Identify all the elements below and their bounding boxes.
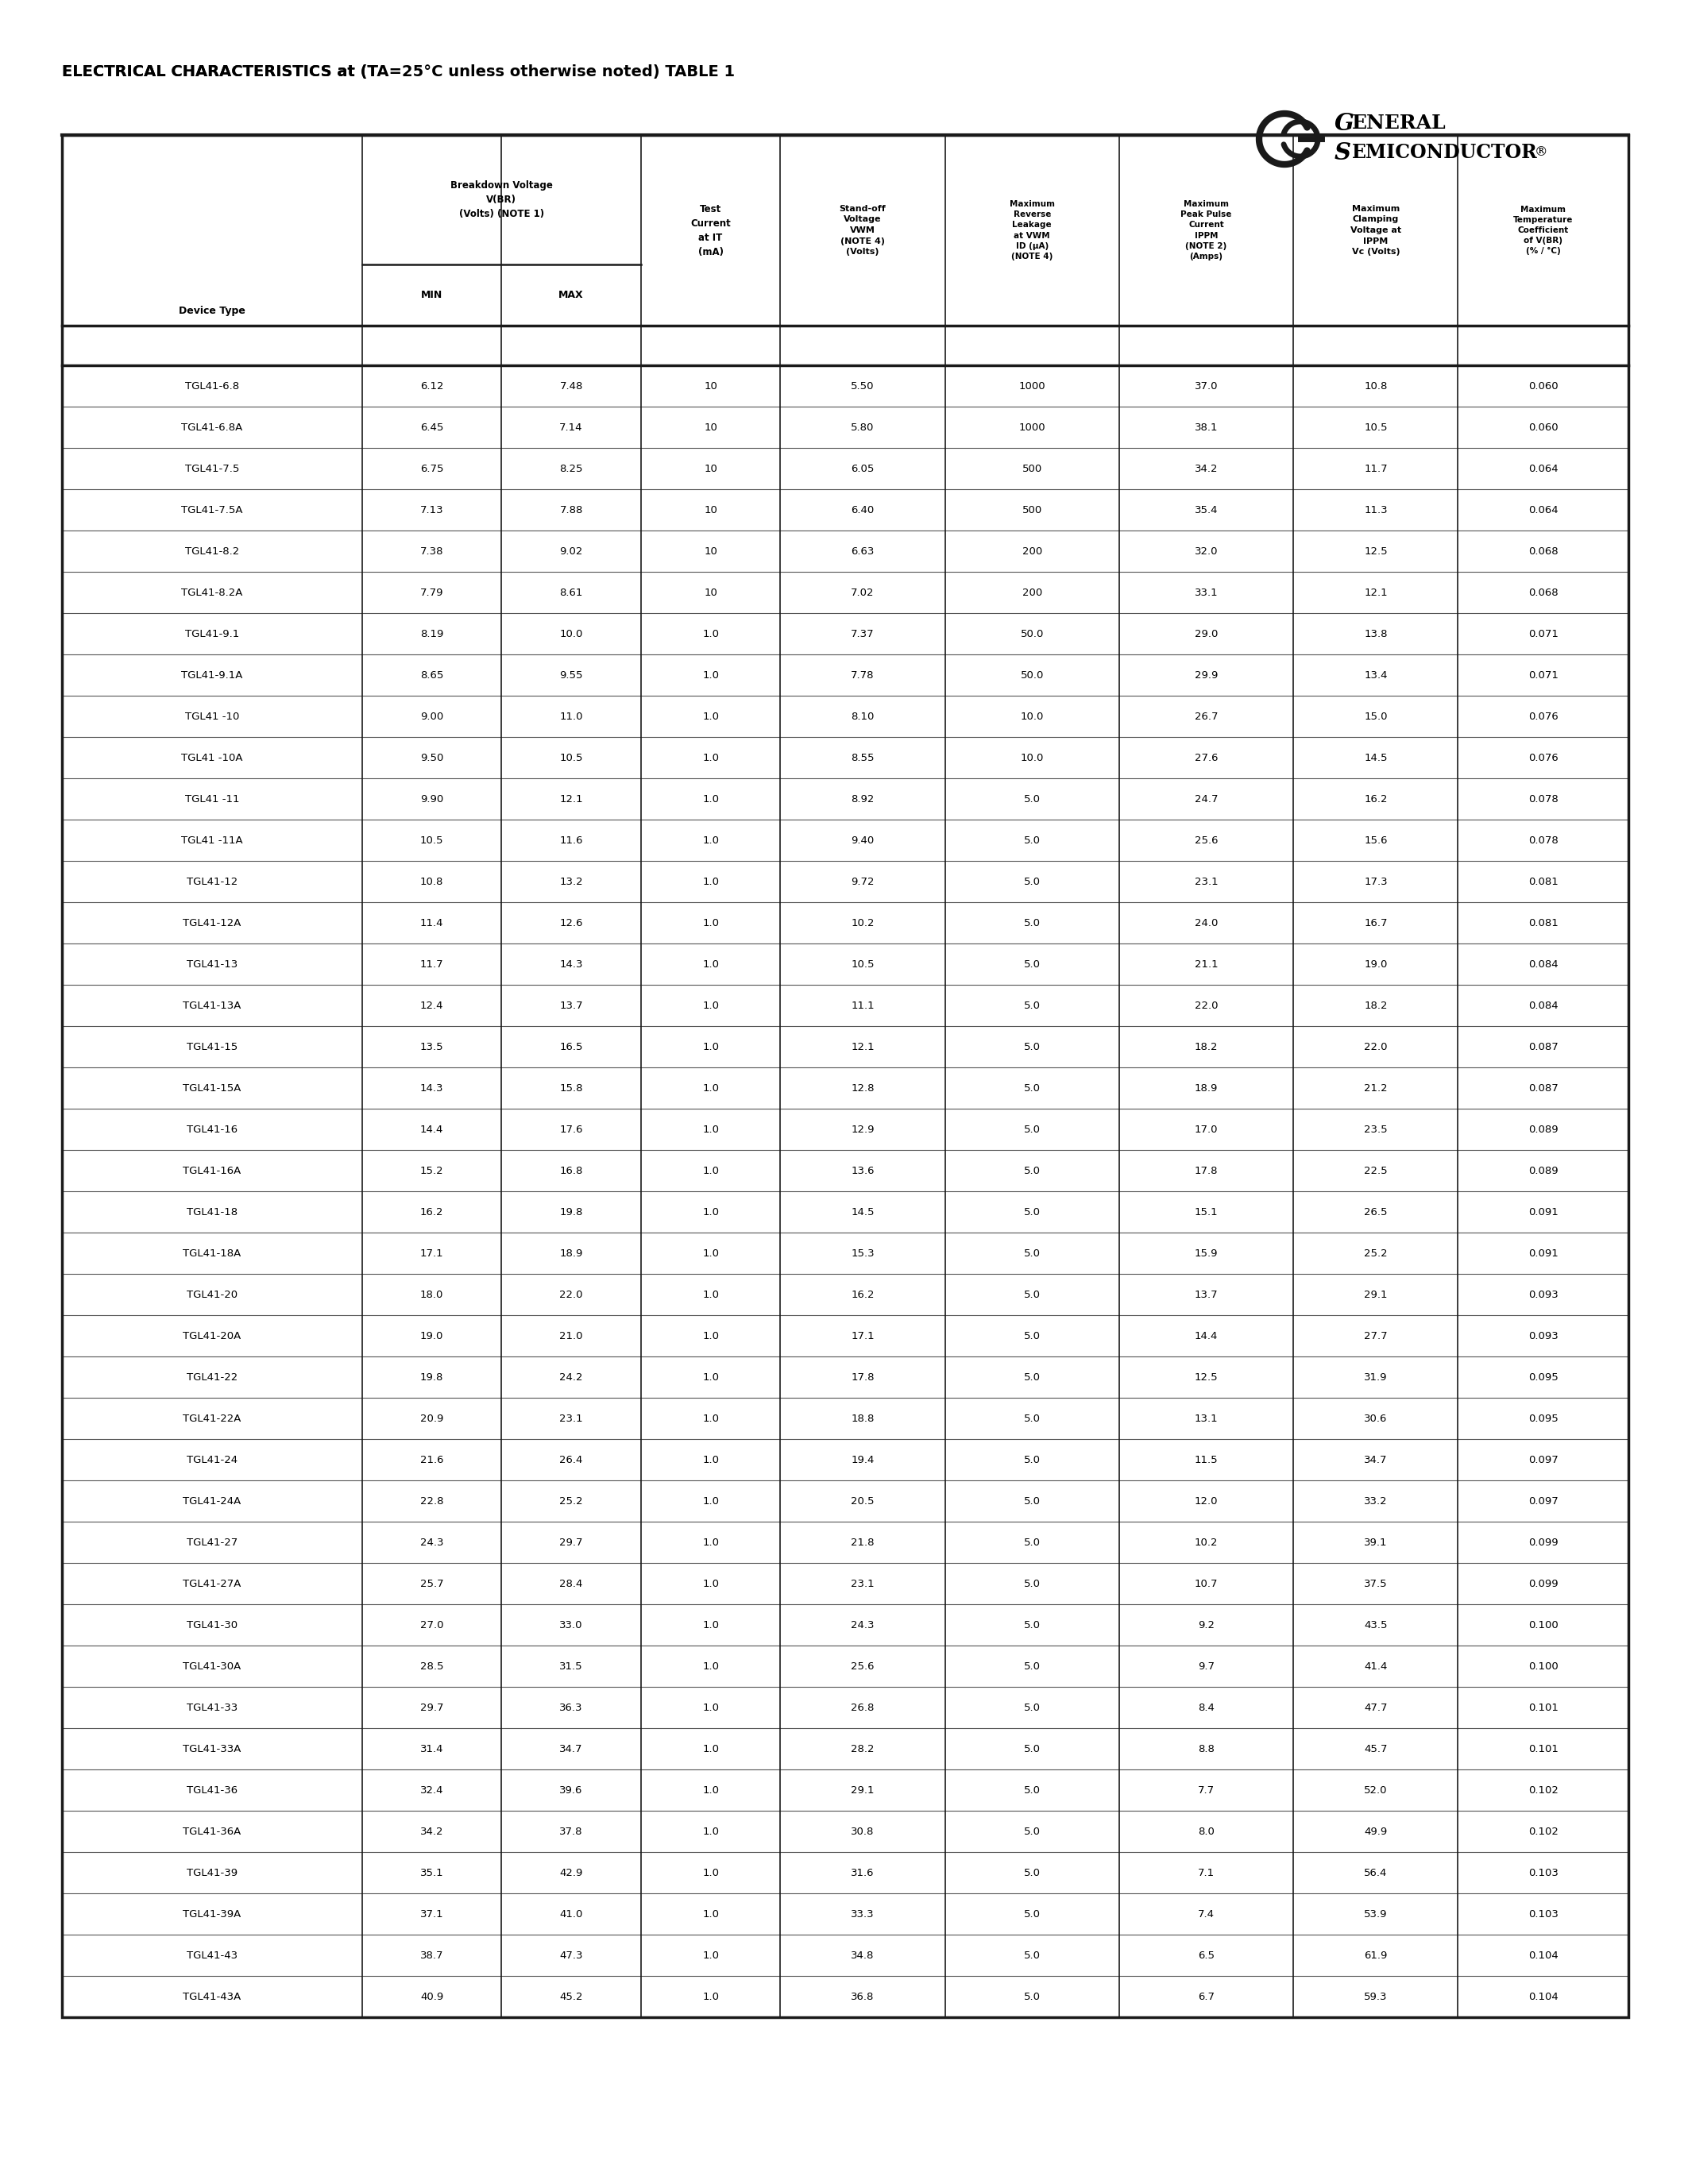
Text: TGL41-39: TGL41-39 [187, 1867, 238, 1878]
Text: 22.8: 22.8 [420, 1496, 444, 1507]
Text: 6.5: 6.5 [1198, 1950, 1215, 1961]
Text: 27.6: 27.6 [1195, 753, 1219, 762]
Text: 16.2: 16.2 [851, 1289, 874, 1299]
Text: 26.7: 26.7 [1195, 712, 1219, 721]
Text: 10: 10 [704, 587, 717, 598]
Text: 23.1: 23.1 [851, 1579, 874, 1588]
Text: 12.5: 12.5 [1195, 1372, 1219, 1382]
Text: 10.0: 10.0 [1020, 712, 1043, 721]
Text: 0.102: 0.102 [1528, 1784, 1558, 1795]
Text: 11.7: 11.7 [420, 959, 444, 970]
Text: 49.9: 49.9 [1364, 1826, 1388, 1837]
Text: TGL41-27: TGL41-27 [186, 1538, 238, 1548]
Text: TGL41-39A: TGL41-39A [182, 1909, 241, 1920]
Text: 59.3: 59.3 [1364, 1992, 1388, 2003]
Text: 31.4: 31.4 [420, 1743, 444, 1754]
Text: TGL41-7.5: TGL41-7.5 [186, 463, 240, 474]
Text: TGL41-16A: TGL41-16A [182, 1166, 241, 1175]
Text: 1.0: 1.0 [702, 793, 719, 804]
Text: 1.0: 1.0 [702, 1867, 719, 1878]
Text: 12.0: 12.0 [1195, 1496, 1219, 1507]
Text: 8.61: 8.61 [559, 587, 582, 598]
Text: 14.4: 14.4 [1195, 1330, 1219, 1341]
Text: 21.2: 21.2 [1364, 1083, 1388, 1094]
Text: 10: 10 [704, 463, 717, 474]
Text: 41.4: 41.4 [1364, 1662, 1388, 1671]
Text: MIN: MIN [420, 290, 442, 299]
Text: Maximum
Clamping
Voltage at
IPPM
Vc (Volts): Maximum Clamping Voltage at IPPM Vc (Vol… [1350, 205, 1401, 256]
Text: 13.7: 13.7 [1195, 1289, 1219, 1299]
Text: TGL41-18A: TGL41-18A [182, 1247, 241, 1258]
Text: TGL41 -10: TGL41 -10 [186, 712, 240, 721]
Text: 25.2: 25.2 [1364, 1247, 1388, 1258]
Text: 5.80: 5.80 [851, 422, 874, 432]
Text: 5.0: 5.0 [1023, 793, 1040, 804]
Text: TGL41-12A: TGL41-12A [182, 917, 241, 928]
Text: 0.100: 0.100 [1528, 1662, 1558, 1671]
Text: 5.0: 5.0 [1023, 1909, 1040, 1920]
Text: 5.0: 5.0 [1023, 1083, 1040, 1094]
Text: 26.5: 26.5 [1364, 1208, 1388, 1216]
Text: TGL41-43: TGL41-43 [187, 1950, 238, 1961]
Text: 5.0: 5.0 [1023, 959, 1040, 970]
Text: 11.0: 11.0 [559, 712, 582, 721]
Text: 29.0: 29.0 [1195, 629, 1219, 640]
Text: 8.19: 8.19 [420, 629, 444, 640]
Text: 8.92: 8.92 [851, 793, 874, 804]
Text: 27.0: 27.0 [420, 1621, 444, 1629]
Text: 16.5: 16.5 [559, 1042, 582, 1053]
Text: TGL41-15A: TGL41-15A [182, 1083, 241, 1094]
Text: 29.7: 29.7 [559, 1538, 582, 1548]
Text: 11.1: 11.1 [851, 1000, 874, 1011]
Text: 0.084: 0.084 [1528, 959, 1558, 970]
Text: 15.1: 15.1 [1195, 1208, 1219, 1216]
Text: TGL41-22: TGL41-22 [186, 1372, 238, 1382]
Text: 30.6: 30.6 [1364, 1413, 1388, 1424]
Text: 11.4: 11.4 [420, 917, 444, 928]
Text: 37.8: 37.8 [559, 1826, 582, 1837]
Text: 17.8: 17.8 [1195, 1166, 1219, 1175]
Text: 14.3: 14.3 [559, 959, 582, 970]
Text: 0.060: 0.060 [1528, 380, 1558, 391]
Text: 42.9: 42.9 [559, 1867, 582, 1878]
Text: 33.0: 33.0 [559, 1621, 582, 1629]
Text: 12.1: 12.1 [851, 1042, 874, 1053]
Text: 1.0: 1.0 [702, 1330, 719, 1341]
Text: 12.6: 12.6 [559, 917, 582, 928]
Text: 7.88: 7.88 [559, 505, 582, 515]
Text: 21.8: 21.8 [851, 1538, 874, 1548]
Text: 47.3: 47.3 [559, 1950, 582, 1961]
Text: 1.0: 1.0 [702, 834, 719, 845]
Text: 12.8: 12.8 [851, 1083, 874, 1094]
Text: 0.091: 0.091 [1528, 1247, 1558, 1258]
Text: 10: 10 [704, 505, 717, 515]
Text: 15.6: 15.6 [1364, 834, 1388, 845]
Text: 1.0: 1.0 [702, 1000, 719, 1011]
Text: 10.8: 10.8 [1364, 380, 1388, 391]
Text: 29.1: 29.1 [1364, 1289, 1388, 1299]
Text: 19.4: 19.4 [851, 1455, 874, 1465]
Text: TGL41 -10A: TGL41 -10A [181, 753, 243, 762]
Text: 25.7: 25.7 [420, 1579, 444, 1588]
Text: 5.0: 5.0 [1023, 1538, 1040, 1548]
Text: 17.6: 17.6 [559, 1125, 582, 1133]
Text: 7.38: 7.38 [420, 546, 444, 557]
Text: 21.6: 21.6 [420, 1455, 444, 1465]
Text: 19.8: 19.8 [420, 1372, 444, 1382]
Text: Maximum
Peak Pulse
Current
IPPM
(NOTE 2)
(Amps): Maximum Peak Pulse Current IPPM (NOTE 2)… [1180, 201, 1232, 260]
Text: 15.0: 15.0 [1364, 712, 1388, 721]
Text: 200: 200 [1021, 587, 1041, 598]
Text: 50.0: 50.0 [1020, 670, 1043, 679]
Text: TGL41-9.1A: TGL41-9.1A [181, 670, 243, 679]
Text: 6.45: 6.45 [420, 422, 444, 432]
Text: 20.9: 20.9 [420, 1413, 444, 1424]
Text: 45.2: 45.2 [559, 1992, 582, 2003]
Text: 39.1: 39.1 [1364, 1538, 1388, 1548]
Text: 1.0: 1.0 [702, 1621, 719, 1629]
Text: 10.8: 10.8 [420, 876, 444, 887]
Text: 11.3: 11.3 [1364, 505, 1388, 515]
Text: 5.0: 5.0 [1023, 1289, 1040, 1299]
Text: 15.2: 15.2 [420, 1166, 444, 1175]
Text: 22.0: 22.0 [559, 1289, 582, 1299]
Text: 24.3: 24.3 [851, 1621, 874, 1629]
